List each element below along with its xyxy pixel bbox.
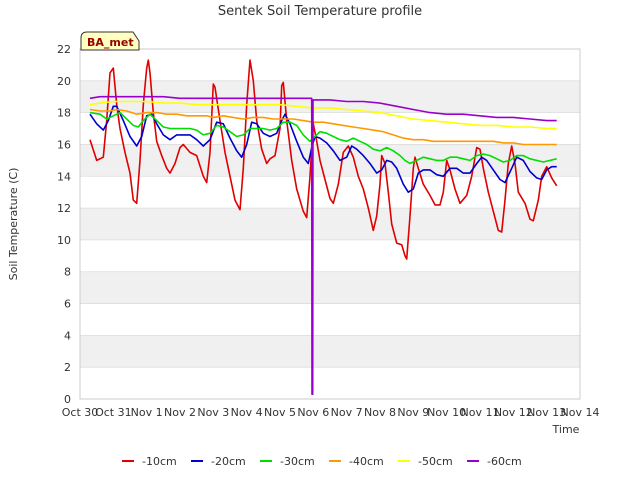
- x-tick-label: Nov 14: [561, 406, 600, 419]
- grid-band: [80, 303, 580, 336]
- y-tick-label: 16: [57, 138, 71, 151]
- series-line-10cm: [89, 59, 558, 260]
- y-axis-label: Soil Temperature (C): [7, 168, 20, 281]
- station-badge-box: [80, 31, 140, 51]
- series-line-20cm: [89, 105, 557, 193]
- chart-title: Sentek Soil Temperature profile: [218, 4, 422, 19]
- grid-band: [80, 176, 580, 209]
- legend-label: -30cm: [280, 455, 315, 468]
- y-tick-label: 12: [57, 202, 71, 215]
- x-tick-label: Nov 11: [461, 406, 500, 419]
- y-tick-label: 10: [57, 234, 71, 247]
- y-tick-label: 6: [64, 298, 71, 311]
- legend: -10cm -20cm -30cm -40cm -50cm -60cm: [122, 455, 522, 468]
- x-tick-label: Oct 31: [95, 406, 132, 419]
- x-tick-label: Nov 3: [197, 406, 229, 419]
- y-tick-label: 0: [64, 393, 71, 406]
- plot-frame: [79, 48, 581, 400]
- grid-band: [80, 49, 580, 81]
- x-tick-label: Nov 13: [527, 406, 566, 419]
- y-axis-ticks: 0 2 4 6 8 10 12 14 16 18 20 22: [57, 43, 71, 406]
- x-axis-label: Time: [552, 423, 580, 436]
- station-badge: BA_met: [80, 31, 140, 51]
- legend-label: -50cm: [418, 455, 453, 468]
- x-tick-label: Nov 5: [264, 406, 296, 419]
- grid-band: [80, 144, 580, 177]
- y-tick-label: 8: [64, 266, 71, 279]
- x-tick-label: Nov 6: [297, 406, 329, 419]
- grid-band: [80, 367, 580, 399]
- x-tick-label: Nov 8: [364, 406, 396, 419]
- x-tick-label: Nov 9: [397, 406, 429, 419]
- series-line-40cm: [89, 108, 557, 146]
- y-tick-label: 22: [57, 43, 71, 56]
- legend-label: -60cm: [487, 455, 522, 468]
- series-line-30cm: [89, 111, 557, 165]
- x-tick-label: Nov 4: [231, 406, 263, 419]
- legend-label: -40cm: [349, 455, 384, 468]
- grid-band: [80, 335, 580, 368]
- y-tick-label: 14: [57, 170, 71, 183]
- x-tick-label: Nov 1: [131, 406, 163, 419]
- y-tick-label: 4: [64, 329, 71, 342]
- y-tick-label: 2: [64, 361, 71, 374]
- x-tick-label: Oct 30: [62, 406, 99, 419]
- x-tick-label: Nov 2: [164, 406, 196, 419]
- legend-label: -10cm: [142, 455, 177, 468]
- station-badge-label: BA_met: [87, 36, 134, 49]
- grid-band: [80, 239, 580, 272]
- x-tick-label: Nov 10: [427, 406, 466, 419]
- y-tick-label: 18: [57, 107, 71, 120]
- y-tick-label: 20: [57, 75, 71, 88]
- grid-band: [80, 271, 580, 304]
- series-line-50cm: [89, 100, 557, 130]
- series-lines: [89, 59, 558, 395]
- series-line-60cm: [89, 95, 557, 395]
- grid-band: [80, 208, 580, 240]
- x-tick-label: Nov 12: [494, 406, 533, 419]
- x-tick-label: Nov 7: [331, 406, 363, 419]
- legend-label: -20cm: [211, 455, 246, 468]
